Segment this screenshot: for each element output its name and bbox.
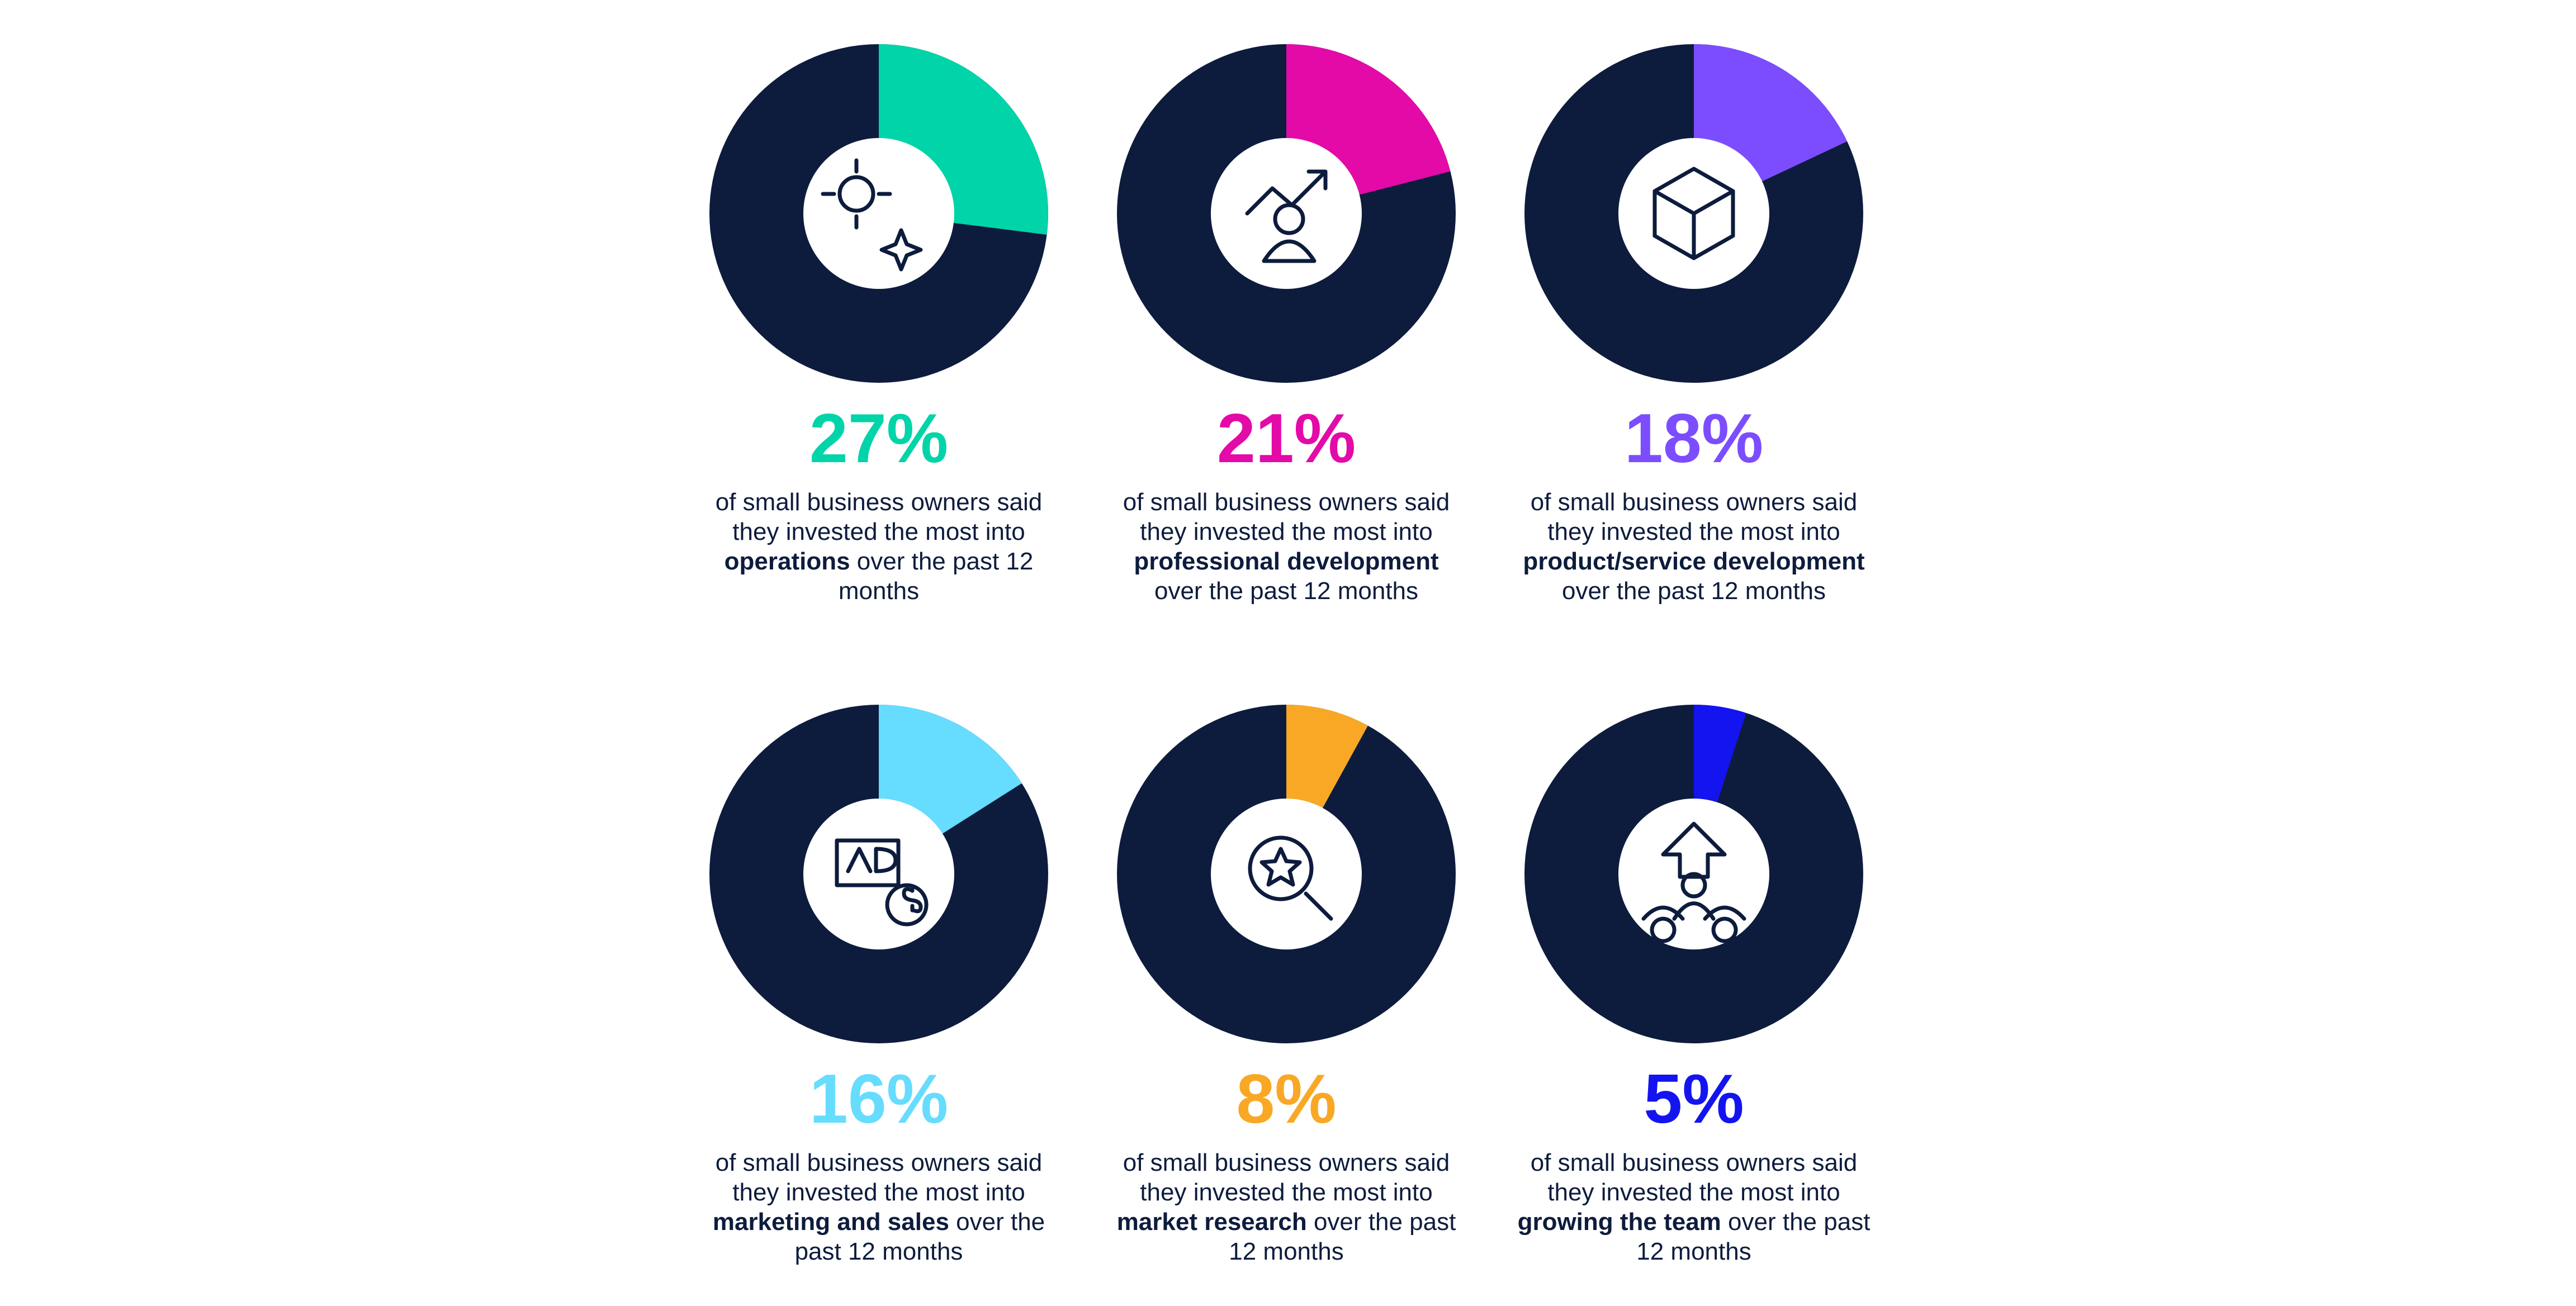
icon bbox=[821, 158, 923, 272]
caption: of small business owners said they inves… bbox=[1515, 487, 1873, 606]
caption: of small business owners said they inves… bbox=[1107, 1148, 1465, 1266]
percent-label: 21% bbox=[1217, 400, 1356, 477]
caption-text: of small business owners said they inves… bbox=[1123, 488, 1450, 545]
donut-hole bbox=[803, 799, 954, 949]
caption-bold: product/service development bbox=[1523, 548, 1865, 575]
percent-label: 27% bbox=[809, 400, 948, 477]
icon bbox=[835, 838, 929, 927]
caption-bold: market research bbox=[1116, 1208, 1307, 1236]
caption-text: of small business owners said they inves… bbox=[715, 488, 1043, 545]
caption-text: over the past 12 months bbox=[1154, 577, 1419, 605]
caption-text: of small business owners said they inves… bbox=[1123, 1149, 1450, 1206]
percent-label: 18% bbox=[1625, 400, 1763, 477]
icon bbox=[1641, 821, 1746, 943]
caption-text: over the past 12 months bbox=[838, 548, 1034, 605]
icon bbox=[1652, 167, 1735, 260]
caption: of small business owners said they inves… bbox=[1515, 1148, 1873, 1266]
donut-hole bbox=[1211, 799, 1362, 949]
caption-bold: professional development bbox=[1134, 548, 1439, 575]
caption-text: of small business owners said they inves… bbox=[1530, 1149, 1858, 1206]
caption-text: of small business owners said they inves… bbox=[1530, 488, 1858, 545]
icon bbox=[1248, 835, 1333, 921]
caption: of small business owners said they inves… bbox=[700, 487, 1058, 606]
donut-hole bbox=[803, 138, 954, 289]
caption-text: over the past 12 months bbox=[1229, 1208, 1456, 1265]
caption-text: over the past 12 months bbox=[1636, 1208, 1871, 1265]
caption-text: of small business owners said they inves… bbox=[715, 1149, 1043, 1206]
percent-label: 16% bbox=[809, 1061, 948, 1138]
percent-label: 8% bbox=[1236, 1061, 1336, 1138]
icon bbox=[1245, 169, 1328, 263]
caption-bold: operations bbox=[724, 548, 850, 575]
donut-hole bbox=[1211, 138, 1362, 289]
caption-bold: marketing and sales bbox=[712, 1208, 949, 1236]
caption: of small business owners said they inves… bbox=[1107, 487, 1465, 606]
caption: of small business owners said they inves… bbox=[700, 1148, 1058, 1266]
caption-bold: growing the team bbox=[1517, 1208, 1721, 1236]
caption-text: over the past 12 months bbox=[794, 1208, 1045, 1265]
caption-text: over the past 12 months bbox=[1561, 577, 1826, 605]
percent-label: 5% bbox=[1644, 1061, 1744, 1138]
